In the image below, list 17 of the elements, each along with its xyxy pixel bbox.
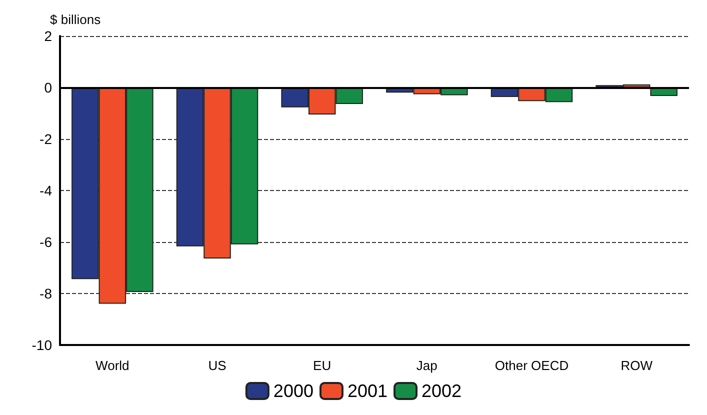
legend-label: 2001 — [347, 381, 388, 401]
y-tick-label: -8 — [40, 286, 52, 302]
y-tick-label: 2 — [44, 28, 52, 44]
x-tick-label: Other OECD — [494, 358, 569, 373]
x-tick-label: EU — [313, 358, 332, 373]
y-tick-label: -2 — [40, 131, 52, 147]
y-tick-label: 0 — [44, 80, 52, 96]
x-tick-label: Jap — [416, 358, 438, 373]
y-tick-label: -10 — [32, 337, 52, 353]
legend-label: 2000 — [273, 381, 314, 401]
x-tick-label: ROW — [620, 358, 654, 373]
y-axis-title: $ billions — [50, 12, 102, 27]
x-tick-label: US — [208, 358, 227, 373]
y-tick-label: -6 — [40, 234, 52, 250]
y-tick-label: -4 — [40, 182, 52, 198]
legend-label: 2002 — [422, 381, 462, 401]
x-tick-label: World — [96, 358, 130, 373]
